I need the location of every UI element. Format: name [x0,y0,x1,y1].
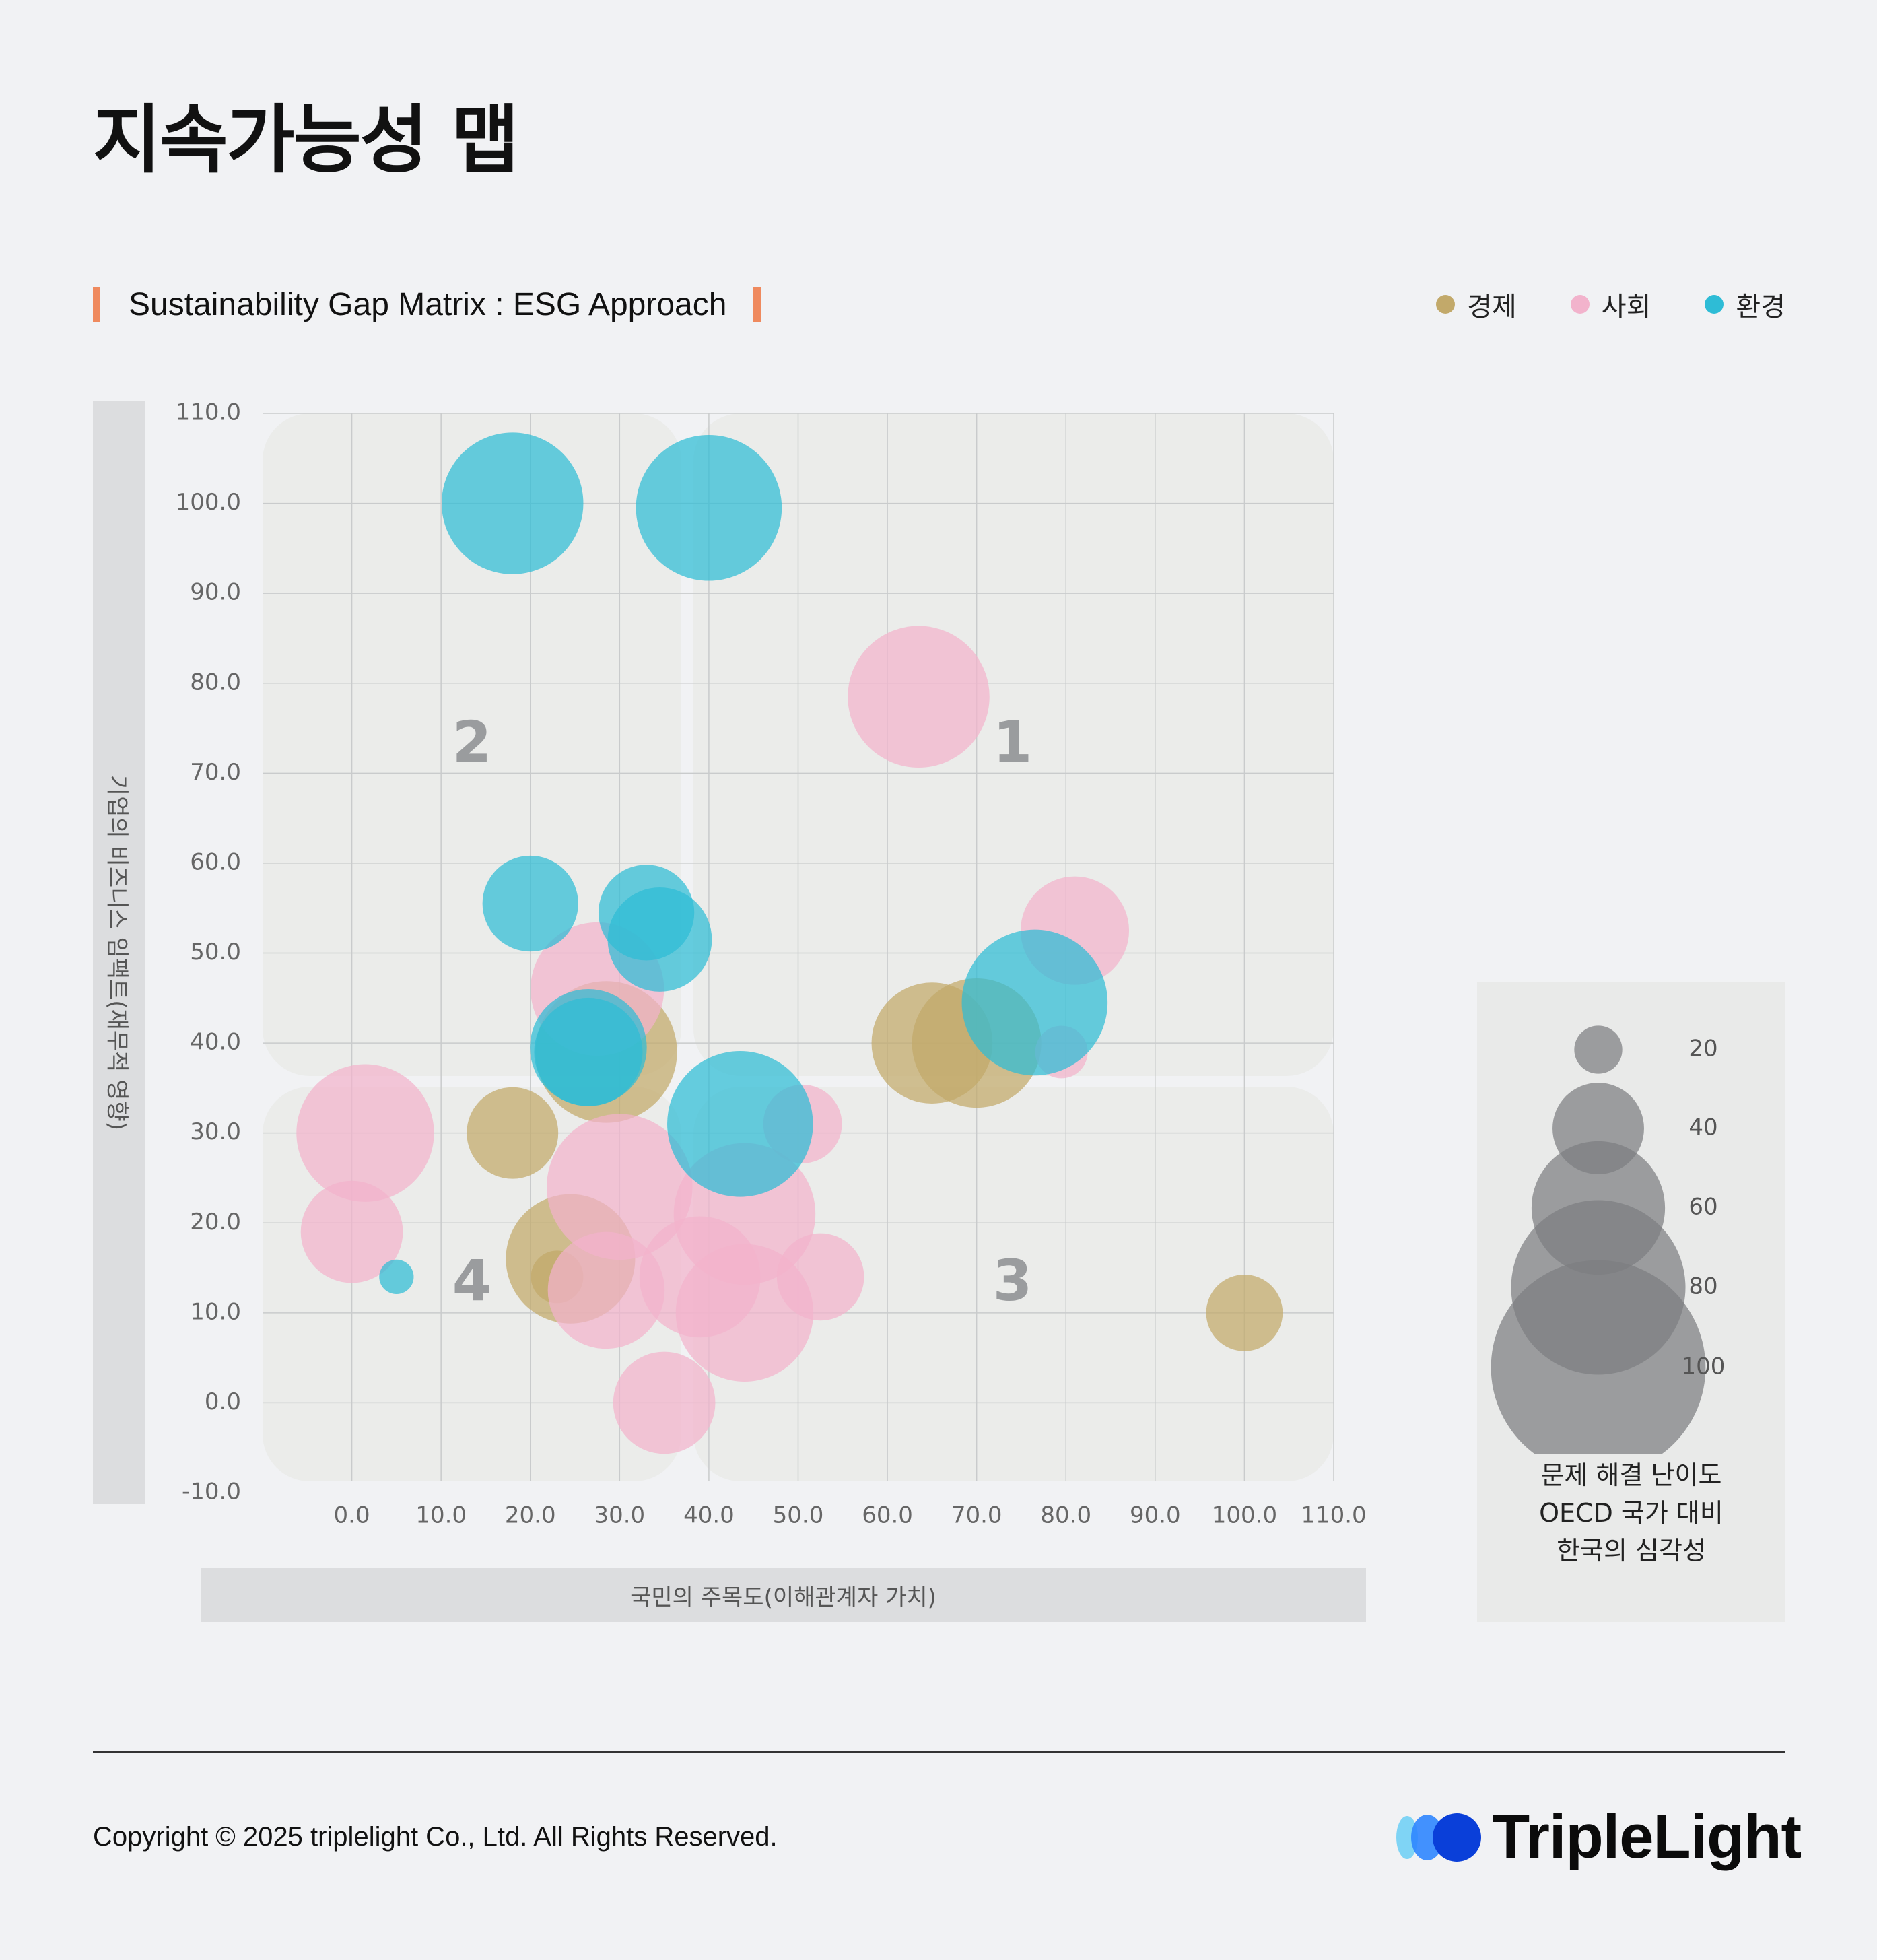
y-tick-label: 100.0 [176,489,241,516]
quadrant-label-1: 1 [993,709,1032,775]
bubble-environment [636,434,782,581]
y-tick-label: 90.0 [190,579,241,606]
legend-dot-economy [1436,295,1456,314]
copyright-text: Copyright © 2025 triplelight Co., Ltd. A… [93,1822,778,1852]
x-axis-title-bar: 국민의 주목도(이해관계자 가치) [201,1568,1366,1622]
y-tick-label: 0.0 [205,1388,241,1415]
y-tick-label: 20.0 [190,1209,241,1236]
legend-item-economy: 경제 [1436,285,1517,324]
legend-item-environment: 환경 [1705,285,1785,324]
category-legend: 경제 사회 환경 [1382,285,1785,323]
x-tick-label: 100.0 [1212,1502,1277,1529]
x-tick-label: 20.0 [505,1502,556,1529]
chart-subtitle: Sustainability Gap Matrix : ESG Approach [93,285,761,323]
bubble-environment [667,1051,813,1197]
x-tick-labels: 0.0 10.0 20.0 30.0 40.0 50.0 60.0 70.0 80.0 90.0 1… [334,1502,1367,1529]
subtitle-left-accent [93,287,100,322]
bubble-society [848,626,990,768]
bubble-environment [482,855,578,952]
bubble-environment [961,929,1108,1076]
y-tick-label: 70.0 [190,759,241,786]
y-tick-label: 40.0 [190,1029,241,1056]
quadrant-label-3: 3 [993,1248,1032,1314]
size-legend-bubble [1574,1025,1623,1074]
size-legend: 20 40 60 80 100 문제 해결 난이도 OECD 국가 대비 한국의 심각성 [1477,982,1785,1622]
x-tick-label: 80.0 [1040,1502,1091,1529]
size-caption-line-1: 문제 해결 난이도 [1540,1460,1722,1490]
x-tick-label: 10.0 [415,1502,467,1529]
x-tick-label: 30.0 [594,1502,645,1529]
x-tick-label: 50.0 [773,1502,824,1529]
subtitle-right-accent [753,287,761,322]
size-legend-value: 20 [1688,1036,1717,1062]
quadrant-label-4: 4 [452,1248,491,1314]
quadrant-panel-1 [693,413,1334,1076]
y-tick-label: 10.0 [190,1298,241,1325]
brand-mark-icon [1396,1813,1481,1862]
footer-divider [93,1751,1785,1753]
y-tick-label: 30.0 [190,1118,241,1145]
legend-label-society: 사회 [1601,292,1651,323]
size-legend-bubble [1491,1260,1706,1454]
bubble-society [296,1064,434,1202]
y-tick-label: -10.0 [182,1479,241,1506]
x-tick-label: 0.0 [334,1502,370,1529]
brand-name: TripleLight [1492,1802,1802,1871]
x-tick-label: 110.0 [1301,1502,1366,1529]
legend-label-economy: 경제 [1467,292,1517,323]
size-legend-caption: 문제 해결 난이도 OECD 국가 대비 한국의 심각성 [1477,1456,1785,1569]
y-tick-labels: 110.0 100.0 90.0 80.0 70.0 60.0 50.0 40.0 30.0 20… [176,399,241,1506]
bubble-society [776,1233,864,1321]
page-title: 지속가능성 맵 [93,97,519,183]
size-legend-bubbles: 20 40 60 80 100 [1491,1025,1726,1454]
legend-item-society: 사회 [1570,285,1651,324]
bubble-economy [1206,1274,1283,1351]
legend-label-environment: 환경 [1736,292,1785,323]
legend-dot-environment [1705,295,1724,314]
quadrant-labels: 1 2 3 4 [452,709,1032,1314]
x-tick-label: 70.0 [951,1502,1002,1529]
bubble-environment [607,887,712,992]
size-caption-line-2: OECD 국가 대비 [1539,1498,1724,1528]
quadrant-panel-3 [693,1087,1334,1481]
y-tick-label: 50.0 [190,939,241,966]
bubble-society [613,1351,716,1454]
bubble-society [300,1180,403,1283]
bubble-environment [379,1259,414,1295]
y-axis-title-bar [93,401,145,1504]
y-tick-label: 110.0 [176,399,241,426]
bubble-environment [441,432,584,574]
legend-dot-society [1570,295,1590,314]
size-legend-value: 80 [1688,1273,1717,1300]
x-axis-title: 국민의 주목도(이해관계자 가치) [630,1584,936,1611]
size-caption-line-3: 한국의 심각성 [1557,1536,1706,1565]
brand-logo: TripleLight [1392,1802,1802,1872]
x-tick-label: 40.0 [683,1502,735,1529]
size-legend-value: 60 [1688,1194,1717,1221]
subtitle-text: Sustainability Gap Matrix : ESG Approach [129,286,727,323]
quadrant-label-2: 2 [452,709,491,775]
bubble-economy [467,1087,559,1179]
y-tick-label: 80.0 [190,669,241,696]
size-legend-value: 40 [1688,1114,1717,1141]
bubble-environment [534,997,643,1106]
x-tick-label: 90.0 [1130,1502,1181,1529]
x-tick-label: 60.0 [862,1502,913,1529]
size-legend-value: 100 [1682,1353,1726,1380]
bubble-society [547,1231,665,1349]
y-tick-label: 60.0 [190,848,241,875]
bubble-society [547,1114,693,1260]
bubble-marks [296,432,1283,1454]
